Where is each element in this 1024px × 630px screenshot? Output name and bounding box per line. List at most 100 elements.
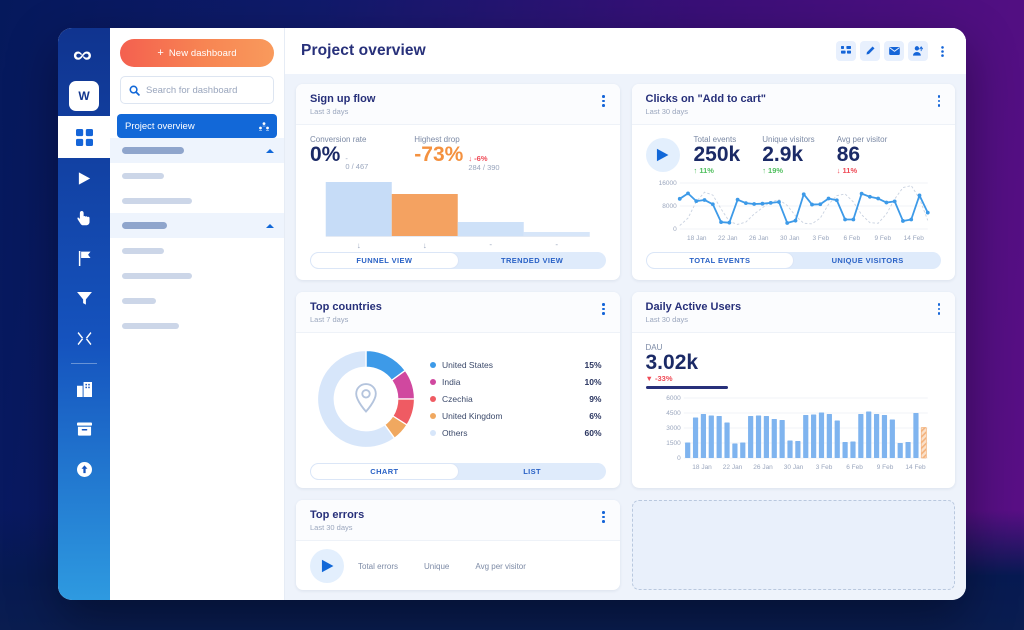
main-area: Project overview bbox=[285, 28, 966, 600]
stat-label: Avg per visitor bbox=[836, 135, 888, 144]
series-toggle[interactable]: TOTAL EVENTS UNIQUE VISITORS bbox=[645, 252, 941, 269]
stat-delta: ↑ 11% bbox=[693, 166, 714, 176]
sidebar-item-sessions[interactable] bbox=[58, 158, 110, 198]
sidebar-item-upload[interactable] bbox=[58, 449, 110, 489]
legend-value: 9% bbox=[589, 394, 602, 404]
card-menu-button[interactable] bbox=[599, 301, 608, 317]
dashboard-item-label: Project overview bbox=[125, 120, 195, 132]
workspace-switcher[interactable]: W bbox=[58, 76, 110, 116]
stat-label: Unique visitors bbox=[762, 135, 815, 144]
pencil-edit-icon bbox=[866, 46, 875, 55]
app-window: W + New da bbox=[58, 28, 966, 600]
legend-item[interactable]: Others 60% bbox=[430, 428, 602, 438]
list-item[interactable] bbox=[110, 213, 284, 238]
play-icon bbox=[78, 171, 90, 185]
metric-dau: DAU 3.02k ▼ -33% bbox=[645, 343, 942, 389]
grid-layout-icon bbox=[841, 46, 851, 54]
funnel-chart: ↓ ↓ - - bbox=[325, 182, 590, 250]
legend-color-dot bbox=[430, 430, 436, 436]
page-title: Project overview bbox=[301, 42, 426, 59]
card-title: Sign up flow bbox=[310, 93, 376, 105]
share-button[interactable] bbox=[908, 41, 928, 61]
list-item[interactable] bbox=[110, 138, 284, 163]
legend-label: India bbox=[442, 377, 461, 387]
search-box[interactable] bbox=[120, 76, 274, 104]
empty-widget-dropzone[interactable] bbox=[631, 500, 955, 590]
toggle-list[interactable]: LIST bbox=[523, 467, 542, 476]
more-button[interactable] bbox=[932, 41, 952, 61]
sidebar-item-dashboards[interactable] bbox=[58, 116, 110, 158]
card-signup-flow: Sign up flow Last 3 days Conversion rate… bbox=[296, 84, 620, 280]
toggle-total-events[interactable]: TOTAL EVENTS bbox=[645, 252, 795, 269]
toggle-unique-visitors[interactable]: UNIQUE VISITORS bbox=[831, 256, 904, 265]
dashboard-list: Project overview bbox=[110, 114, 284, 338]
metric-delta: ↓ -6% bbox=[468, 154, 488, 163]
play-circle-icon[interactable] bbox=[310, 549, 344, 583]
sidebar-item-retention[interactable] bbox=[58, 318, 110, 358]
metric-ratio: 284 / 390 bbox=[468, 162, 500, 172]
sidebar-item-accounts[interactable] bbox=[58, 369, 110, 409]
legend-item[interactable]: India 10% bbox=[430, 377, 602, 387]
top-bar: Project overview bbox=[285, 28, 966, 74]
skeleton-bar bbox=[122, 172, 164, 179]
play-circle-icon[interactable] bbox=[645, 138, 680, 173]
list-item[interactable] bbox=[110, 263, 284, 288]
card-menu-button[interactable] bbox=[599, 509, 608, 525]
sidebar-item-funnels[interactable] bbox=[58, 278, 110, 318]
edit-button[interactable] bbox=[860, 41, 880, 61]
legend-color-dot bbox=[430, 362, 436, 368]
dashboard-grid: Sign up flow Last 3 days Conversion rate… bbox=[285, 74, 966, 600]
stat-value: 250k bbox=[693, 143, 741, 166]
new-dashboard-button[interactable]: + New dashboard bbox=[120, 39, 274, 67]
legend-label: Others bbox=[442, 428, 468, 438]
list-item[interactable] bbox=[110, 313, 284, 338]
view-toggle[interactable]: FUNNEL VIEW TRENDED VIEW bbox=[310, 252, 606, 269]
legend-item[interactable]: Czechia 9% bbox=[430, 394, 602, 404]
email-button[interactable] bbox=[884, 41, 904, 61]
legend-color-dot bbox=[430, 396, 436, 402]
sidebar-item-goals[interactable] bbox=[58, 238, 110, 278]
chevron-up-icon[interactable] bbox=[266, 148, 274, 153]
legend-item[interactable]: United Kingdom 6% bbox=[430, 411, 602, 421]
svg-text:16000: 16000 bbox=[658, 180, 676, 187]
card-title: Clicks on "Add to cart" bbox=[645, 93, 766, 105]
card-menu-button[interactable] bbox=[935, 93, 944, 109]
legend-label: United States bbox=[442, 360, 494, 370]
card-daily-active-users: Daily Active Users Last 30 days DAU 3.02… bbox=[631, 292, 955, 488]
card-top-countries: Top countries Last 7 days United States 1… bbox=[296, 292, 620, 488]
list-item[interactable] bbox=[110, 238, 284, 263]
countries-donut-chart bbox=[316, 349, 416, 449]
svg-text:9 Feb: 9 Feb bbox=[874, 235, 891, 242]
building-icon bbox=[76, 381, 92, 397]
column-avg-per-visitor: Avg per visitor bbox=[475, 561, 526, 571]
countries-legend: United States 15% India 10% Czechia 9% United … bbox=[430, 360, 606, 438]
touch-click-icon bbox=[77, 210, 90, 225]
legend-item[interactable]: United States 15% bbox=[430, 360, 602, 370]
skeleton-bar bbox=[122, 297, 156, 304]
card-menu-button[interactable] bbox=[599, 93, 608, 109]
toggle-trended-view[interactable]: TRENDED VIEW bbox=[500, 256, 564, 265]
list-item[interactable] bbox=[110, 163, 284, 188]
chevron-up-icon[interactable] bbox=[266, 223, 274, 228]
svg-text:4500: 4500 bbox=[666, 410, 681, 417]
metric-conversion-rate: Conversion rate 0% - 0 / 467 bbox=[310, 135, 368, 172]
list-item[interactable] bbox=[110, 288, 284, 313]
svg-text:22 Jan: 22 Jan bbox=[722, 464, 742, 471]
sidebar-item-archive[interactable] bbox=[58, 409, 110, 449]
stat-value: 2.9k bbox=[762, 143, 804, 166]
layout-button[interactable] bbox=[836, 41, 856, 61]
metric-label: Conversion rate bbox=[310, 135, 367, 144]
card-menu-button[interactable] bbox=[935, 301, 944, 317]
toggle-funnel-view[interactable]: FUNNEL VIEW bbox=[310, 252, 459, 269]
sidebar-item-events[interactable] bbox=[58, 198, 110, 238]
toggle-chart[interactable]: CHART bbox=[310, 463, 459, 480]
dashboard-item-project-overview[interactable]: Project overview bbox=[117, 114, 277, 138]
skeleton-bar bbox=[122, 322, 179, 329]
metric-label: DAU bbox=[645, 343, 663, 352]
infinity-logo-icon bbox=[58, 38, 110, 76]
search-input[interactable] bbox=[146, 84, 265, 96]
list-item[interactable] bbox=[110, 188, 284, 213]
chart-list-toggle[interactable]: CHART LIST bbox=[310, 463, 606, 480]
svg-text:30 Jan: 30 Jan bbox=[780, 235, 800, 242]
svg-text:8000: 8000 bbox=[662, 203, 677, 210]
